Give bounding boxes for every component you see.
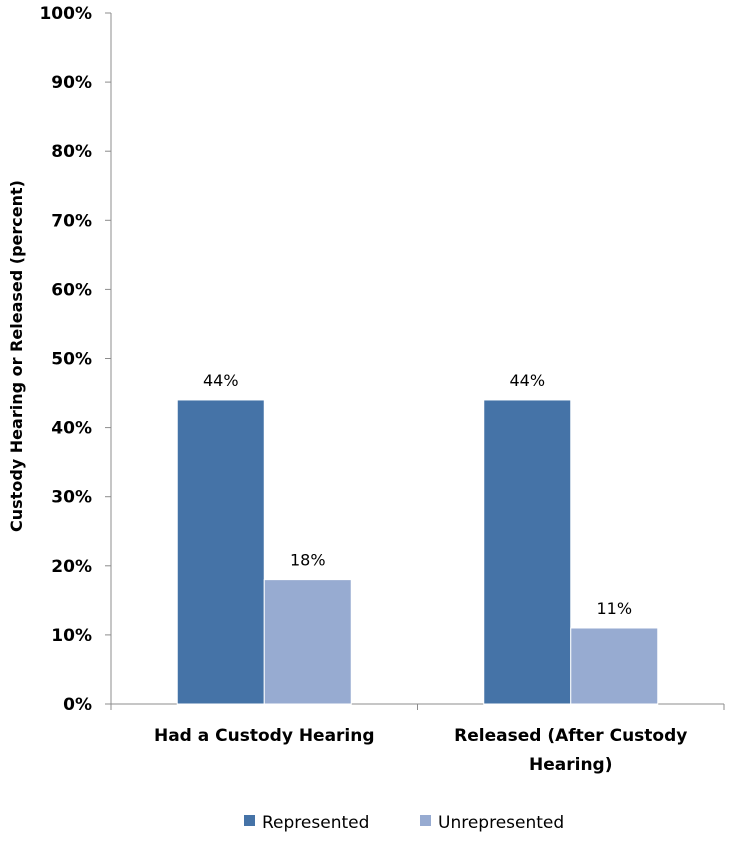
- y-tick-label: 50%: [51, 350, 92, 370]
- data-label: 44%: [203, 371, 239, 390]
- y-tick-label: 60%: [51, 280, 92, 300]
- data-labels: 44% 18% 44% 11%: [203, 371, 632, 618]
- y-tick-label: 100%: [39, 4, 92, 24]
- y-tick-label: 80%: [51, 142, 92, 162]
- y-tick-label: 10%: [51, 626, 92, 646]
- y-axis: 0% 10% 20% 30% 40% 50% 60% 70% 80% 90% 100%: [39, 4, 112, 715]
- bar-unrepresented-1: [263, 579, 352, 705]
- x-category-label: Had a Custody Hearing: [154, 726, 375, 746]
- y-tick-label: 30%: [51, 488, 92, 508]
- legend-label-represented: Represented: [262, 813, 369, 833]
- legend-swatch-represented: [244, 815, 255, 826]
- legend-swatch-unrepresented: [420, 815, 431, 826]
- y-tick-label: 70%: [51, 211, 92, 231]
- bars: [176, 399, 659, 705]
- legend: Represented Unrepresented: [244, 813, 564, 833]
- data-label: 11%: [596, 599, 632, 618]
- y-tick-label: 90%: [51, 73, 92, 93]
- y-tick-label: 0%: [63, 695, 92, 715]
- x-category-label: Released (After Custody: [454, 726, 687, 746]
- data-label: 18%: [290, 551, 326, 570]
- y-axis-title: Custody Hearing or Released (percent): [7, 180, 26, 532]
- legend-label-unrepresented: Unrepresented: [438, 813, 564, 833]
- y-tick-label: 40%: [51, 419, 92, 439]
- y-tick-label: 20%: [51, 557, 92, 577]
- data-label: 44%: [509, 371, 545, 390]
- bar-represented-1: [176, 399, 265, 705]
- bar-unrepresented-2: [570, 627, 659, 705]
- x-axis: Had a Custody Hearing Released (After Cus…: [110, 703, 725, 775]
- bar-represented-2: [483, 399, 572, 705]
- x-category-label: Hearing): [529, 755, 612, 775]
